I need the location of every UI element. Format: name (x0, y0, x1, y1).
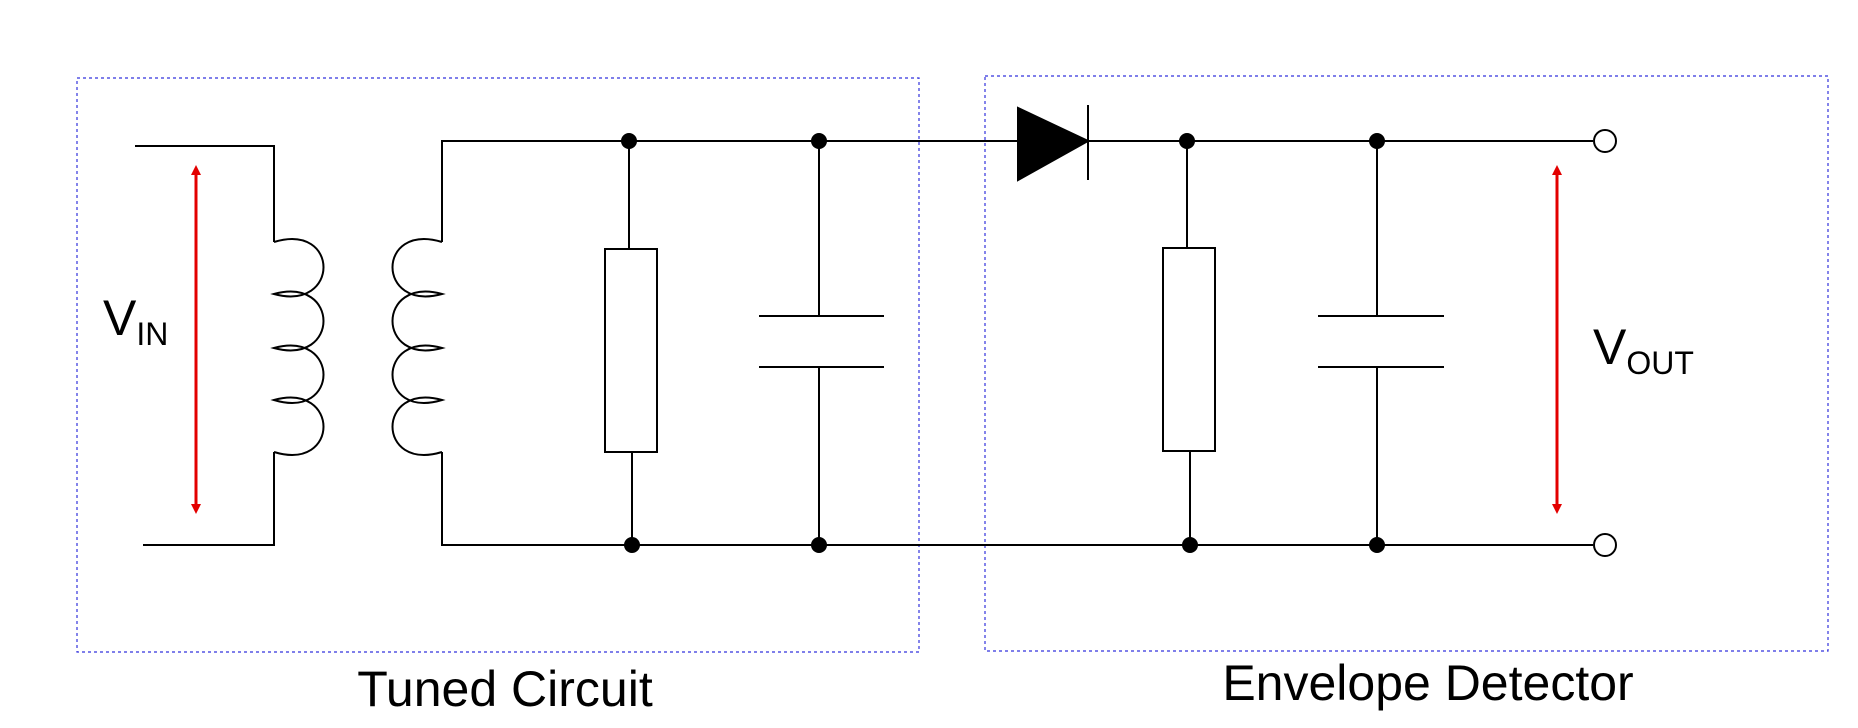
primary-top-lead (135, 145, 275, 242)
junction-dot (1182, 537, 1198, 553)
primary-coil (270, 238, 325, 456)
junction-dot (624, 537, 640, 553)
detector-resistor (1162, 247, 1216, 452)
envelope-detector-block (984, 75, 1829, 652)
tuned-circuit-block (76, 77, 920, 653)
secondary-coil (391, 238, 446, 456)
vin-label-main: V (103, 290, 137, 346)
junction-dot (1369, 537, 1385, 553)
vin-label: VIN (103, 290, 168, 352)
junction-dot (1369, 133, 1385, 149)
top-rail (441, 140, 1018, 242)
junction-dot (621, 133, 637, 149)
tuned-circuit-caption: Tuned Circuit (357, 661, 653, 717)
primary-bottom-lead (143, 452, 275, 546)
junction-dot (811, 537, 827, 553)
vout-label-subscript: OUT (1626, 345, 1694, 381)
envelope-detector-caption: Envelope Detector (1222, 655, 1633, 711)
tuned-resistor (604, 248, 658, 453)
vout-label-main: V (1593, 319, 1627, 375)
bottom-rail (441, 452, 1593, 546)
vout-label: VOUT (1593, 319, 1694, 381)
junction-dot (1179, 133, 1195, 149)
output-terminal-top (1593, 129, 1617, 153)
diode-symbol (1017, 106, 1091, 182)
junction-dot (811, 133, 827, 149)
output-terminal-bottom (1593, 533, 1617, 557)
vin-label-subscript: IN (136, 316, 168, 352)
